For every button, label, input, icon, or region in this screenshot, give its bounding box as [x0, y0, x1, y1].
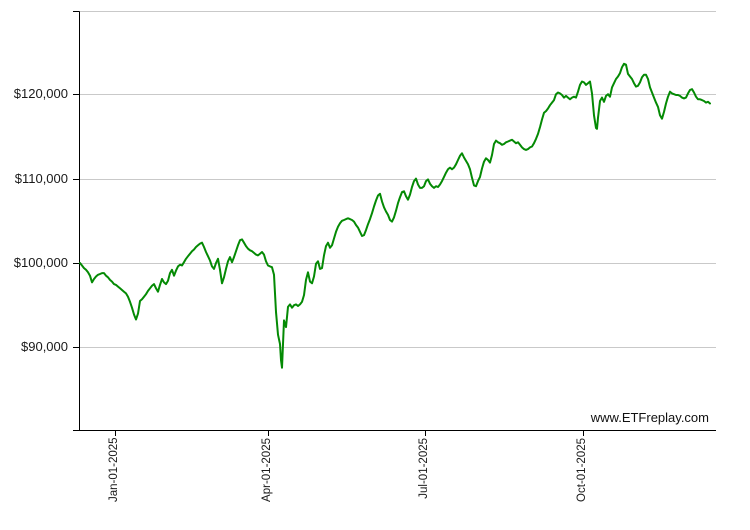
x-axis-label-jan: Jan-01-2025	[108, 437, 120, 502]
x-axis-label-jul: Jul-01-2025	[418, 438, 430, 499]
portfolio-value-line	[79, 62, 711, 369]
y-axis-label-100000: $100,000	[13, 255, 68, 270]
x-axis-label-apr: Apr-01-2025	[261, 438, 273, 502]
y-axis-label-110000: $110,000	[14, 171, 68, 186]
y-axis-label-90000: $90,000	[21, 339, 68, 354]
y-axis-label-120000: $120,000	[13, 86, 68, 101]
x-axis-label-oct: Oct-01-2025	[576, 438, 588, 502]
etfreplay-watermark: www.ETFreplay.com	[590, 410, 709, 425]
